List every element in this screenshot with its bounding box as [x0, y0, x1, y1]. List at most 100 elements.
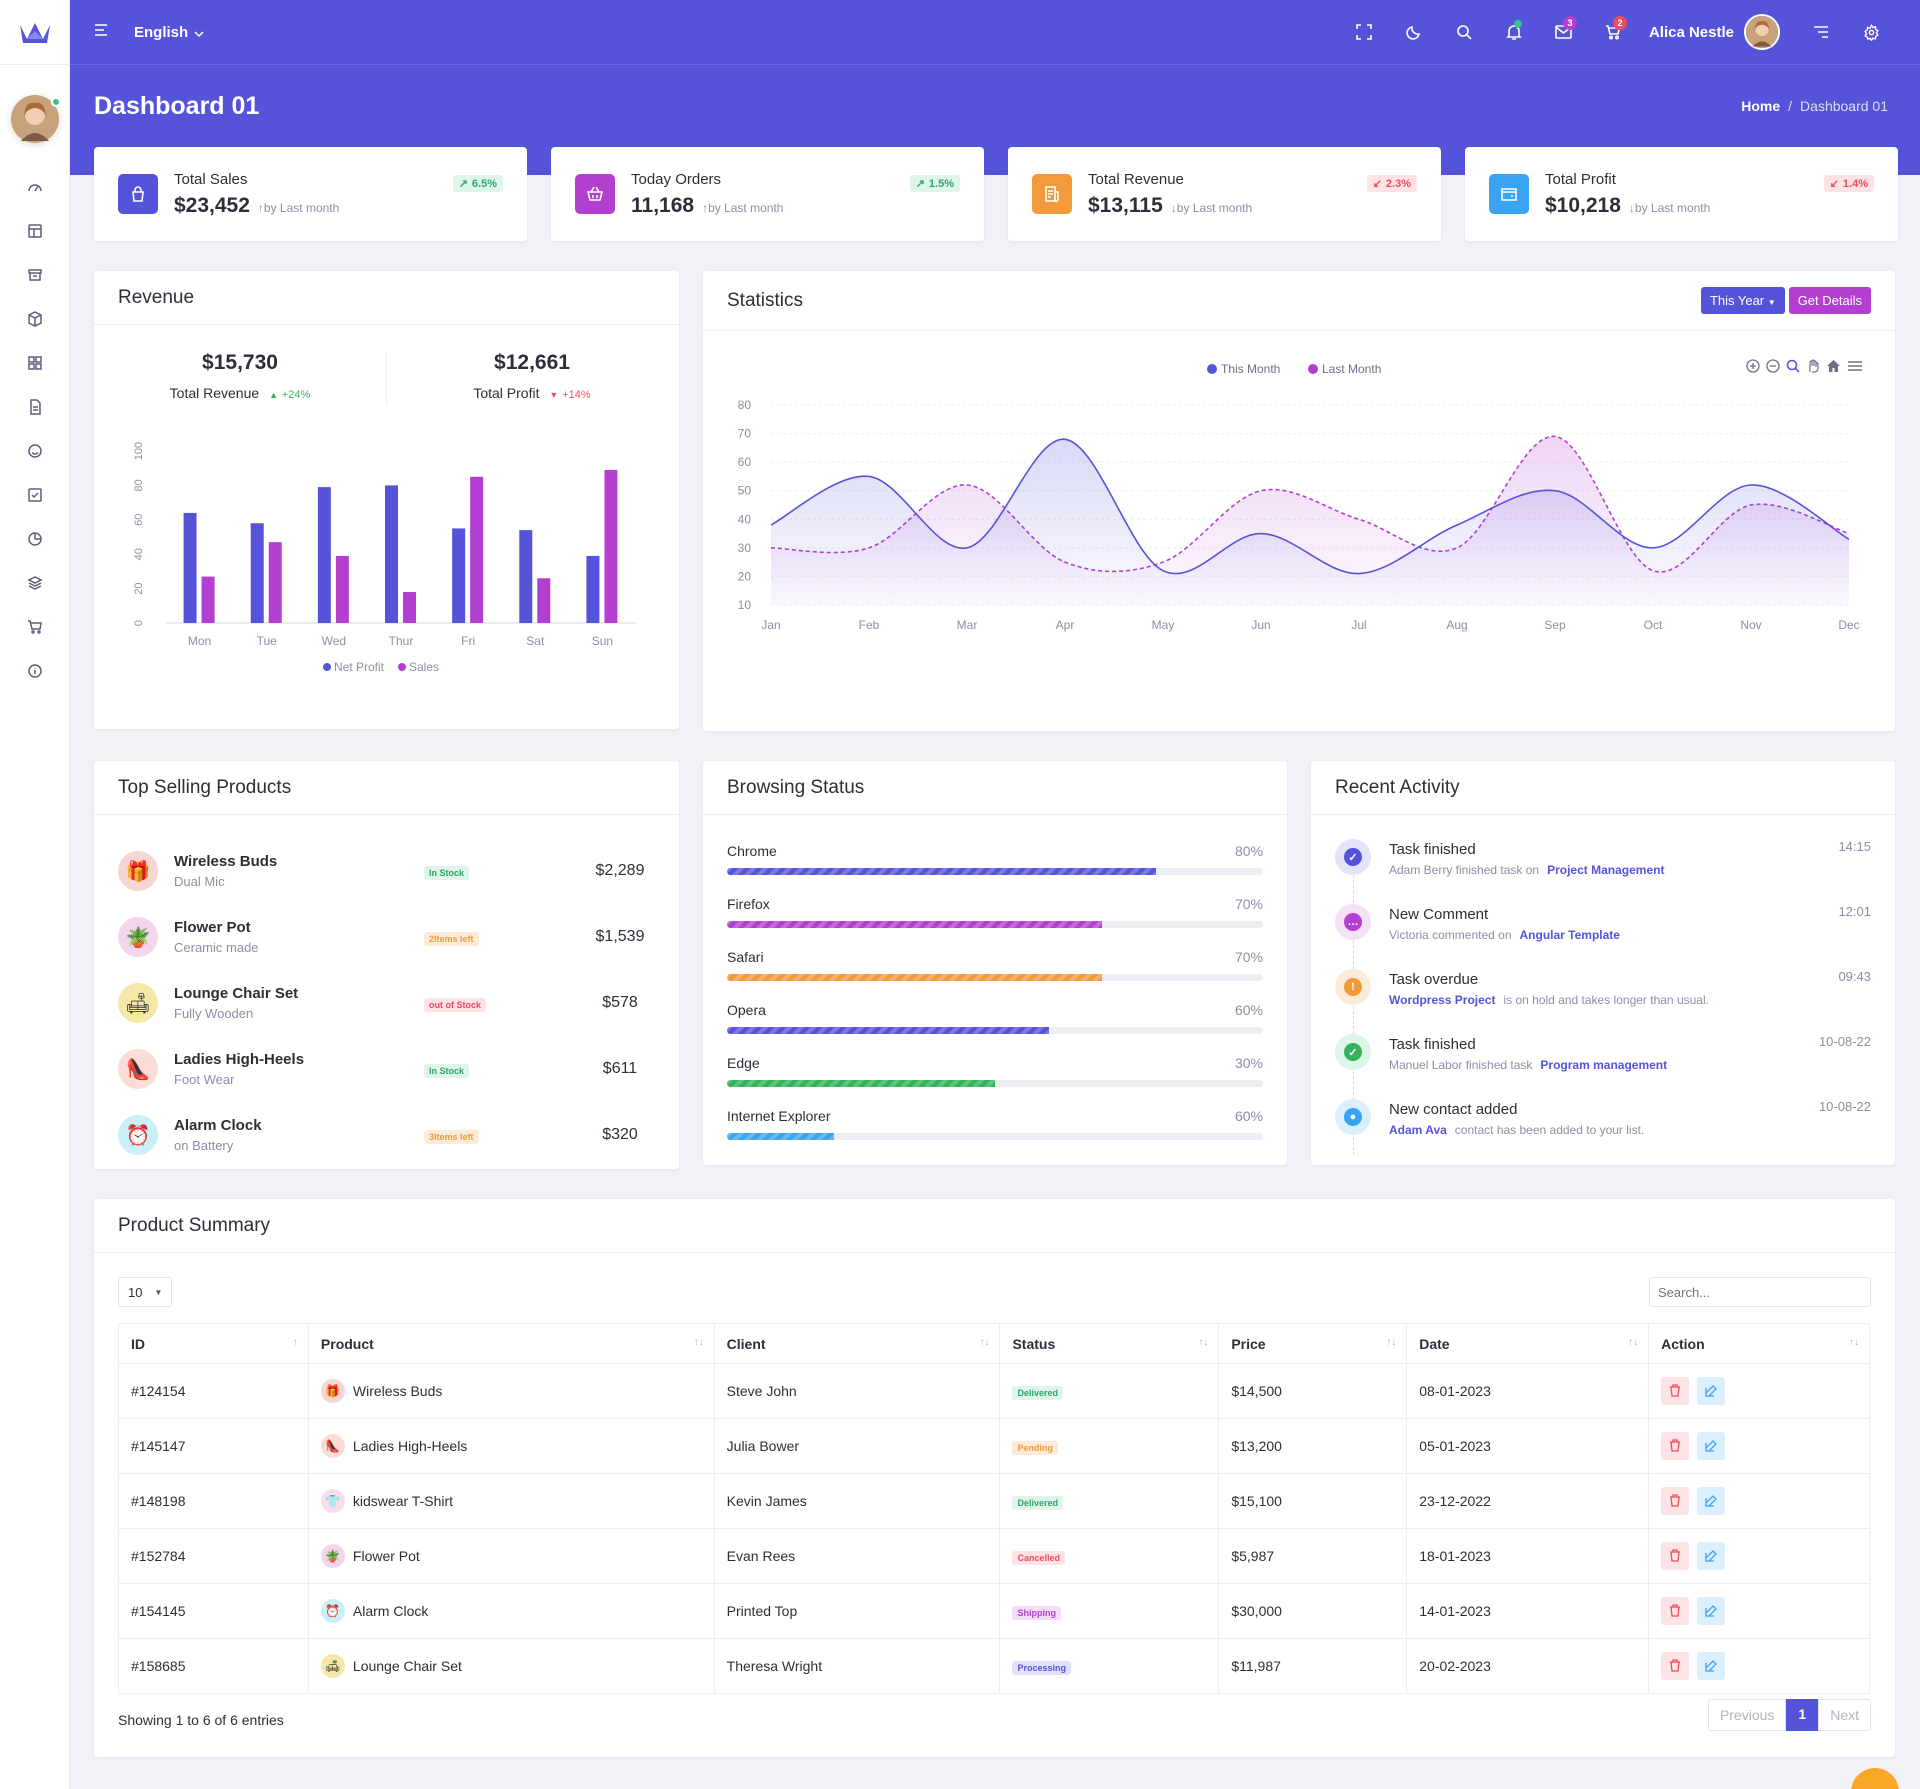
- delete-button[interactable]: [1661, 1376, 1690, 1405]
- edit-button[interactable]: [1697, 1652, 1726, 1681]
- language-selector[interactable]: English: [134, 24, 204, 41]
- stat-label: Total Sales: [174, 170, 248, 188]
- column-header[interactable]: Date ↑↓: [1406, 1323, 1650, 1364]
- previous-page-button[interactable]: Previous: [1707, 1699, 1787, 1731]
- brand-logo[interactable]: [0, 0, 69, 65]
- legend-label[interactable]: Sales: [409, 660, 439, 674]
- series-line-this-month[interactable]: [770, 438, 1850, 575]
- column-header[interactable]: Action ↑↓: [1648, 1323, 1870, 1364]
- product-name: Alarm Clock: [174, 1117, 262, 1134]
- bar-net-profit[interactable]: [250, 523, 264, 623]
- bar-net-profit[interactable]: [452, 528, 466, 623]
- get-details-button[interactable]: Get Details: [1788, 287, 1871, 314]
- sidebar-item-products[interactable]: [0, 297, 70, 341]
- bar-sales[interactable]: [604, 469, 618, 623]
- progress-fill: [727, 1080, 995, 1087]
- bar-sales[interactable]: [201, 576, 215, 623]
- search-button[interactable]: [1439, 7, 1489, 57]
- product-thumb: 🛋: [320, 1654, 345, 1678]
- edit-button[interactable]: [1697, 1542, 1726, 1571]
- activity-link[interactable]: Program management: [1540, 1058, 1668, 1072]
- sidebar-item-layers[interactable]: [0, 561, 70, 605]
- delete-button[interactable]: [1661, 1596, 1690, 1625]
- product-row[interactable]: 🪴 Flower Pot Ceramic made 2Items left $1,539: [118, 904, 655, 970]
- cell-price: $11,987: [1218, 1638, 1408, 1694]
- x-tick-label: Apr: [1056, 618, 1075, 632]
- product-row[interactable]: ⏰ Alarm Clock on Battery 3Items left $320: [118, 1102, 655, 1168]
- column-header[interactable]: Client ↑↓: [713, 1323, 1001, 1364]
- sidebar-item-shop[interactable]: [0, 605, 70, 649]
- bar-sales[interactable]: [335, 555, 349, 623]
- pan-hand-icon[interactable]: [1806, 359, 1820, 373]
- sidebar-avatar[interactable]: [10, 95, 61, 143]
- product-row[interactable]: 🛋 Lounge Chair Set Fully Wooden out of Stoc…: [118, 970, 655, 1036]
- column-header[interactable]: Price ↑↓: [1218, 1323, 1408, 1364]
- next-page-button[interactable]: Next: [1818, 1699, 1871, 1731]
- total-profit-label: Total Profit: [473, 385, 540, 401]
- floating-settings-button[interactable]: [1851, 1768, 1899, 1789]
- user-menu[interactable]: Alica Nestle: [1649, 14, 1780, 50]
- column-header[interactable]: ID ↑: [118, 1323, 309, 1364]
- activity-link[interactable]: Wordpress Project: [1389, 993, 1496, 1007]
- zoom-in-icon[interactable]: [1746, 359, 1760, 373]
- edit-button[interactable]: [1697, 1432, 1726, 1461]
- breadcrumb-home[interactable]: Home: [1741, 98, 1781, 114]
- arrow-down-icon: ↓: [1170, 200, 1177, 215]
- zoom-out-icon[interactable]: [1766, 359, 1780, 373]
- dark-mode-button[interactable]: [1389, 7, 1439, 57]
- notifications-button[interactable]: [1489, 7, 1539, 57]
- sidebar-item-layouts[interactable]: [0, 209, 70, 253]
- bar-net-profit[interactable]: [385, 485, 398, 623]
- bar-sales[interactable]: [403, 592, 416, 623]
- activity-link[interactable]: Angular Template: [1519, 928, 1620, 942]
- delete-button[interactable]: [1661, 1651, 1690, 1680]
- column-header[interactable]: Status ↑↓: [999, 1323, 1220, 1364]
- bar-net-profit[interactable]: [183, 512, 197, 623]
- column-header[interactable]: Product ↑↓: [307, 1323, 715, 1364]
- page-1-button[interactable]: 1: [1786, 1699, 1819, 1731]
- sidebar-item-archive[interactable]: [0, 253, 70, 297]
- bar-sales[interactable]: [268, 542, 282, 623]
- bar-net-profit[interactable]: [586, 555, 600, 623]
- sidebar-item-tasks[interactable]: [0, 473, 70, 517]
- messages-button[interactable]: 3: [1539, 7, 1589, 57]
- legend-label[interactable]: Net Profit: [334, 660, 385, 674]
- edit-button[interactable]: [1697, 1487, 1726, 1516]
- activity-link[interactable]: Adam Ava: [1389, 1123, 1447, 1137]
- delete-button[interactable]: [1661, 1431, 1690, 1460]
- edit-button[interactable]: [1697, 1377, 1726, 1406]
- settings-button[interactable]: [1846, 7, 1896, 57]
- bar-net-profit[interactable]: [519, 530, 533, 623]
- search-input[interactable]: [1649, 1277, 1871, 1307]
- legend-label[interactable]: This Month: [1221, 362, 1280, 376]
- sidebar-item-dashboard[interactable]: [0, 165, 70, 209]
- bar-net-profit[interactable]: [317, 487, 331, 623]
- edit-button[interactable]: [1697, 1597, 1726, 1626]
- sidebar-item-info[interactable]: [0, 649, 70, 693]
- chart-menu-icon[interactable]: [1847, 359, 1863, 373]
- bar-sales[interactable]: [470, 476, 484, 623]
- page-size-select[interactable]: 10 ▼: [118, 1277, 172, 1307]
- menu-toggle-icon[interactable]: [94, 23, 110, 41]
- this-year-dropdown[interactable]: This Year ▼: [1700, 287, 1785, 314]
- sidebar-item-emoji[interactable]: [0, 429, 70, 473]
- cart-button[interactable]: 2: [1589, 7, 1639, 57]
- activity-link[interactable]: Project Management: [1547, 863, 1665, 877]
- product-row[interactable]: 👠 Ladies High-Heels Foot Wear In Stock $611: [118, 1036, 655, 1102]
- sidebar-item-apps[interactable]: [0, 341, 70, 385]
- gauge-icon: [28, 184, 42, 192]
- delete-button[interactable]: [1661, 1486, 1690, 1515]
- right-panel-button[interactable]: [1796, 7, 1846, 57]
- home-reset-icon[interactable]: [1826, 359, 1841, 373]
- revenue-card: Revenue $15,730 Total Revenue ▲ +24% $12…: [94, 271, 679, 729]
- fullscreen-button[interactable]: [1339, 7, 1389, 57]
- bar-sales[interactable]: [537, 578, 551, 623]
- sidebar-item-pages[interactable]: [0, 385, 70, 429]
- legend-label[interactable]: Last Month: [1322, 362, 1381, 376]
- delete-button[interactable]: [1661, 1541, 1690, 1570]
- product-row[interactable]: 🎁 Wireless Buds Dual Mic In Stock $2,289: [118, 838, 655, 904]
- y-tick-label: 20: [738, 569, 752, 583]
- magnifier-icon[interactable]: [1786, 359, 1800, 373]
- sidebar-item-charts[interactable]: [0, 517, 70, 561]
- activity-text: Manuel Labor finished task: [1389, 1058, 1533, 1072]
